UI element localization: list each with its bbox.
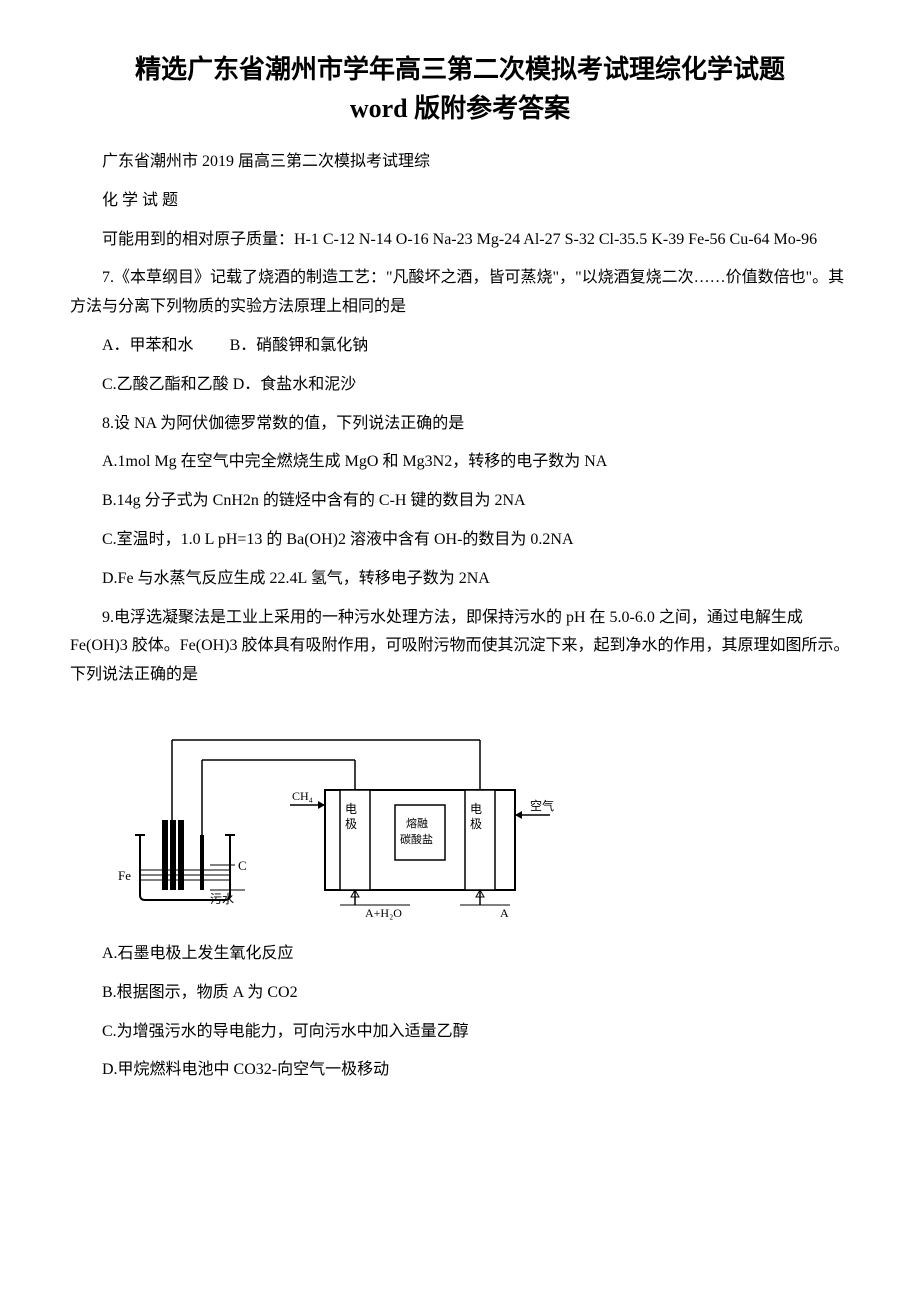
electrolysis-diagram: Fe C 污水 电 极 电 极: [110, 705, 850, 925]
svg-text:极: 极: [470, 817, 482, 831]
q8-option-c: C.室温时，1.0 L pH=13 的 Ba(OH)2 溶液中含有 OH-的数目…: [70, 526, 850, 555]
svg-text:碳酸盐: 碳酸盐: [400, 832, 433, 846]
diagram-label-sewage: 污水: [210, 892, 234, 906]
q7-option-b: B．硝酸钾和氯化钠: [230, 337, 369, 354]
q8-option-a: A.1mol Mg 在空气中完全燃烧生成 MgO 和 Mg3N2，转移的电子数为…: [70, 448, 850, 477]
q7-option-d: D．食盐水和泥沙: [233, 376, 357, 393]
diagram-label-ah2o: A+H₂O: [365, 906, 402, 920]
atomic-masses: 可能用到的相对原子质量：H-1 C-12 N-14 O-16 Na-23 Mg-…: [70, 226, 850, 255]
question-7: 7.《本草纲目》记载了烧酒的制造工艺："凡酸坏之酒，皆可蒸烧"，"以烧酒复烧二次…: [70, 264, 850, 322]
diagram-label-a: A: [500, 906, 509, 920]
title-line-1: 精选广东省潮州市学年高三第二次模拟考试理综化学试题: [135, 55, 785, 84]
diagram-label-fe: Fe: [118, 868, 131, 883]
diagram-label-electrode-right: 电: [470, 802, 482, 816]
q7-option-a: A．甲苯和水: [102, 337, 194, 354]
question-8: 8.设 NA 为阿伏伽德罗常数的值，下列说法正确的是: [70, 410, 850, 439]
q9-option-b: B.根据图示，物质 A 为 CO2: [70, 979, 850, 1008]
diagram-label-air: 空气: [530, 798, 554, 813]
diagram-label-ch4: CH₄: [292, 789, 313, 803]
exam-header: 广东省潮州市 2019 届高三第二次模拟考试理综: [70, 148, 850, 177]
diagram-label-c: C: [238, 858, 247, 873]
diagram-label-molten: 熔融: [406, 816, 428, 830]
q8-option-b: B.14g 分子式为 CnH2n 的链烃中含有的 C-H 键的数目为 2NA: [70, 487, 850, 516]
document-title: 精选广东省潮州市学年高三第二次模拟考试理综化学试题 word 版附参考答案: [70, 50, 850, 128]
q7-option-c: C.乙酸乙酯和乙酸: [102, 376, 229, 393]
q7-options-cd: C.乙酸乙酯和乙酸 D．食盐水和泥沙: [70, 371, 850, 400]
subject-header: 化 学 试 题: [70, 187, 850, 216]
question-9: 9.电浮选凝聚法是工业上采用的一种污水处理方法，即保持污水的 pH 在 5.0-…: [70, 604, 850, 690]
q9-option-a: A.石墨电极上发生氧化反应: [70, 940, 850, 969]
diagram-label-electrode-left: 电: [345, 802, 357, 816]
q9-option-d: D.甲烷燃料电池中 CO32-向空气一极移动: [70, 1056, 850, 1085]
svg-text:极: 极: [345, 817, 357, 831]
q8-option-d: D.Fe 与水蒸气反应生成 22.4L 氢气，转移电子数为 2NA: [70, 565, 850, 594]
title-line-2: word 版附参考答案: [350, 94, 570, 123]
q9-option-c: C.为增强污水的导电能力，可向污水中加入适量乙醇: [70, 1018, 850, 1047]
q7-options-ab: A．甲苯和水 B．硝酸钾和氯化钠: [70, 332, 850, 361]
